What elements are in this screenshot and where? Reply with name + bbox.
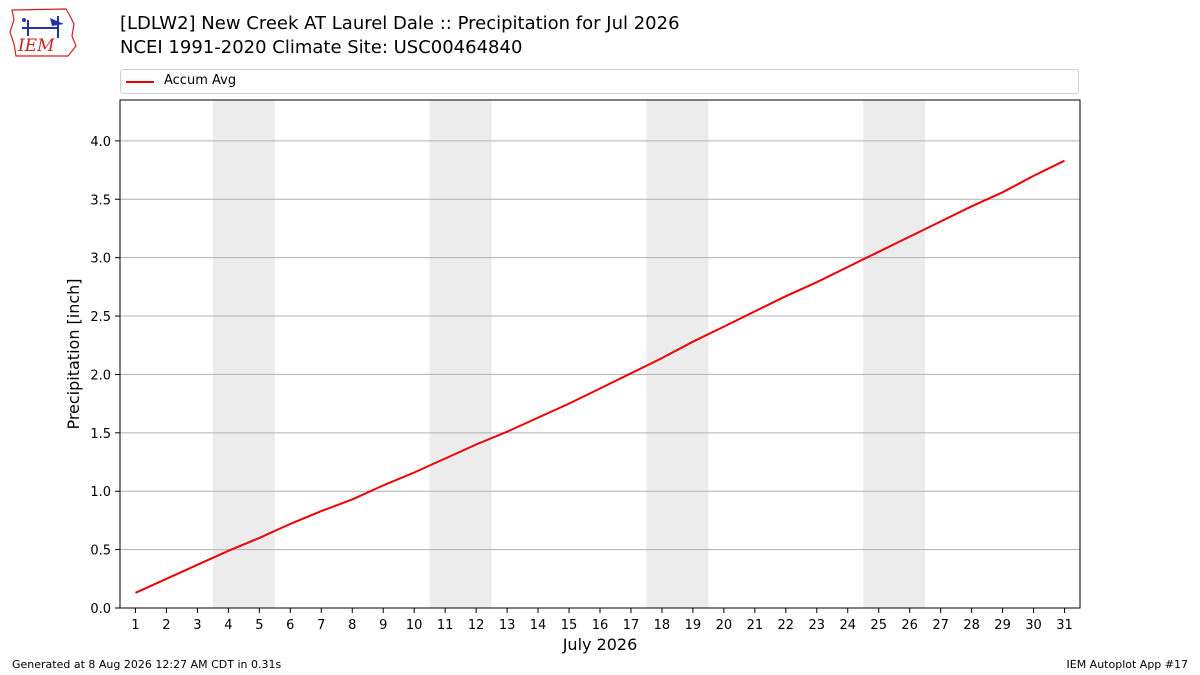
weekend-band [212, 100, 275, 608]
weekend-band [863, 100, 926, 608]
x-tick-label: 10 [406, 618, 423, 633]
x-tick-label: 20 [716, 618, 733, 633]
chart-title: [LDLW2] New Creek AT Laurel Dale :: Prec… [120, 13, 680, 34]
series-line-accum-avg [135, 159, 1065, 594]
x-tick-label: 25 [870, 618, 887, 633]
x-tick-label: 23 [809, 618, 826, 633]
x-tick-label: 14 [530, 618, 547, 633]
legend: Accum Avg [120, 69, 1079, 94]
x-tick-label: 17 [623, 618, 640, 633]
x-tick-label: 12 [468, 618, 485, 633]
legend-line-swatch [126, 81, 154, 83]
x-tick-label: 5 [255, 618, 263, 633]
legend-label: Accum Avg [164, 73, 237, 88]
y-tick-label: 3.0 [90, 252, 111, 267]
x-tick-label: 21 [747, 618, 764, 633]
footer-app-id: IEM Autoplot App #17 [1066, 658, 1189, 671]
x-tick-label: 26 [901, 618, 918, 633]
iem-logo: IEM [8, 6, 82, 60]
x-tick-label: 4 [224, 618, 232, 633]
x-tick-label: 2 [162, 618, 170, 633]
x-tick-label: 31 [1056, 618, 1073, 633]
chart-subtitle: NCEI 1991-2020 Climate Site: USC00464840 [120, 37, 523, 58]
y-tick-label: 2.0 [90, 368, 111, 383]
x-tick-label: 15 [561, 618, 578, 633]
x-tick-label: 8 [348, 618, 356, 633]
y-tick-label: 3.5 [90, 193, 111, 208]
x-tick-label: 19 [685, 618, 702, 633]
x-tick-label: 28 [963, 618, 980, 633]
x-tick-label: 1 [131, 618, 139, 633]
weekend-band [429, 100, 492, 608]
x-tick-label: 29 [994, 618, 1011, 633]
x-tick-label: 24 [839, 618, 856, 633]
x-tick-label: 6 [286, 618, 294, 633]
y-tick-label: 1.0 [90, 485, 111, 500]
x-tick-label: 27 [932, 618, 949, 633]
y-tick-label: 2.5 [90, 310, 111, 325]
x-tick-label: 7 [317, 618, 325, 633]
x-tick-label: 22 [778, 618, 795, 633]
y-tick-label: 4.0 [90, 135, 111, 150]
x-tick-label: 11 [437, 618, 454, 633]
x-axis-label: July 2026 [562, 635, 638, 654]
x-tick-label: 9 [379, 618, 387, 633]
y-axis-label: Precipitation [inch] [64, 278, 83, 429]
weekend-band [646, 100, 709, 608]
x-tick-label: 3 [193, 618, 201, 633]
x-tick-label: 13 [499, 618, 516, 633]
x-tick-label: 18 [654, 618, 671, 633]
footer-generated: Generated at 8 Aug 2026 12:27 AM CDT in … [12, 658, 282, 671]
iem-logo-graphic: IEM [9, 8, 77, 57]
logo-text: IEM [17, 36, 55, 56]
x-tick-label: 30 [1025, 618, 1042, 633]
x-tick-label: 16 [592, 618, 609, 633]
y-tick-label: 1.5 [90, 427, 111, 442]
y-tick-label: 0.0 [90, 602, 111, 617]
y-tick-label: 0.5 [90, 544, 111, 559]
